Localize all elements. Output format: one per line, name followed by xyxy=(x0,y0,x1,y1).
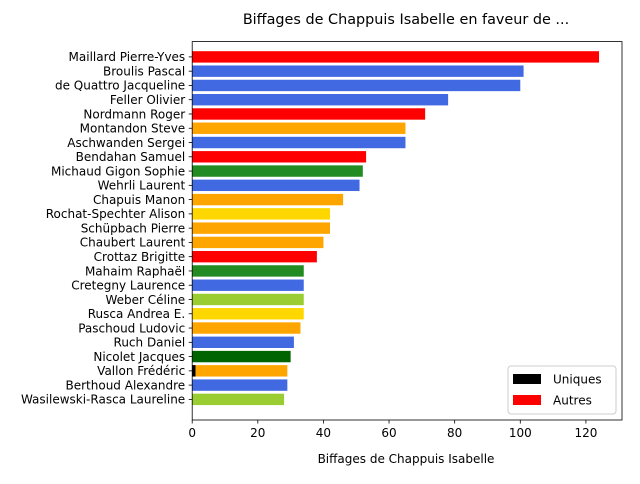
category-label: Berthoud Alexandre xyxy=(66,378,186,392)
bar xyxy=(192,265,304,277)
bar xyxy=(192,365,288,377)
category-label: Aschwanden Sergei xyxy=(67,136,185,150)
bar xyxy=(192,279,304,291)
bar xyxy=(192,122,406,134)
bar xyxy=(192,293,304,306)
bar xyxy=(192,379,288,391)
category-label: de Quattro Jacqueline xyxy=(55,79,185,93)
x-tick-label: 60 xyxy=(381,426,396,440)
bar xyxy=(192,94,449,106)
category-label: Chaubert Laurent xyxy=(80,236,186,250)
chart-title: Biffages de Chappuis Isabelle en faveur … xyxy=(243,12,569,28)
x-tick-label: 100 xyxy=(509,426,532,440)
x-tick-label: 120 xyxy=(574,426,597,440)
category-label: Schüpbach Pierre xyxy=(81,221,186,235)
legend-swatch xyxy=(513,395,541,405)
legend-swatch xyxy=(513,374,541,384)
category-label: Ruch Daniel xyxy=(114,336,186,350)
category-label: Crottaz Brigitte xyxy=(94,250,186,264)
bar xyxy=(192,336,294,348)
bar xyxy=(192,236,324,249)
bar xyxy=(192,222,330,234)
category-label: Cretegny Laurence xyxy=(71,279,185,293)
bar-unique xyxy=(192,365,196,377)
category-label: Vallon Frédéric xyxy=(97,364,185,378)
x-axis-label: Biffages de Chappuis Isabelle xyxy=(318,452,495,466)
bar xyxy=(192,308,304,320)
x-tick-label: 20 xyxy=(250,426,265,440)
x-tick-label: 0 xyxy=(188,426,196,440)
category-label: Paschoud Ludovic xyxy=(78,321,185,335)
category-label: Rochat-Spechter Alison xyxy=(46,207,185,221)
bar xyxy=(192,108,426,120)
plot-frame xyxy=(191,41,623,421)
category-label: Bendahan Samuel xyxy=(76,150,186,164)
bar xyxy=(192,193,344,206)
category-label: Nicolet Jacques xyxy=(93,350,185,364)
category-label: Rusca Andrea E. xyxy=(88,307,185,321)
category-label: Wehrli Laurent xyxy=(98,179,186,193)
bar xyxy=(192,322,301,334)
category-label: Nordmann Roger xyxy=(83,107,185,121)
legend-label: Uniques xyxy=(553,373,602,387)
category-label: Chapuis Manon xyxy=(93,193,185,207)
bar xyxy=(192,51,600,63)
bar xyxy=(192,151,367,163)
bar xyxy=(192,179,360,192)
bar xyxy=(192,136,406,149)
bar xyxy=(192,250,317,263)
bar xyxy=(192,208,330,220)
x-tick-label: 40 xyxy=(316,426,331,440)
legend-label: Autres xyxy=(553,394,592,408)
bar xyxy=(192,350,291,363)
category-label: Weber Céline xyxy=(105,293,185,307)
x-tick-label: 80 xyxy=(447,426,462,440)
bar xyxy=(192,165,363,177)
category-label: Mahaim Raphaël xyxy=(85,264,185,278)
legend: Uniques Autres xyxy=(507,365,617,415)
bar xyxy=(192,79,521,92)
category-label: Wasilewski-Rasca Laureline xyxy=(21,393,185,407)
bar xyxy=(192,393,285,406)
bars-layer xyxy=(192,51,600,406)
category-label: Feller Olivier xyxy=(110,93,185,107)
category-label: Michaud Gigon Sophie xyxy=(51,164,185,178)
category-label: Maillard Pierre-Yves xyxy=(69,50,186,64)
category-label: Broulis Pascal xyxy=(103,64,185,78)
bar xyxy=(192,65,524,77)
category-label: Montandon Steve xyxy=(80,122,186,136)
x-axis: 0 20 40 60 80 100 120 xyxy=(188,420,597,440)
